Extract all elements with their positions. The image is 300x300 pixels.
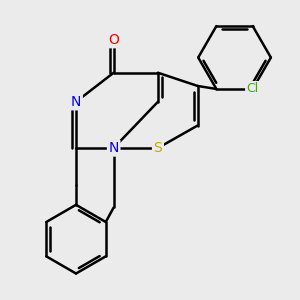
Text: Cl: Cl xyxy=(247,82,259,95)
Text: S: S xyxy=(154,141,162,155)
Text: N: N xyxy=(109,141,119,155)
Text: O: O xyxy=(108,33,119,47)
Text: N: N xyxy=(71,95,81,109)
